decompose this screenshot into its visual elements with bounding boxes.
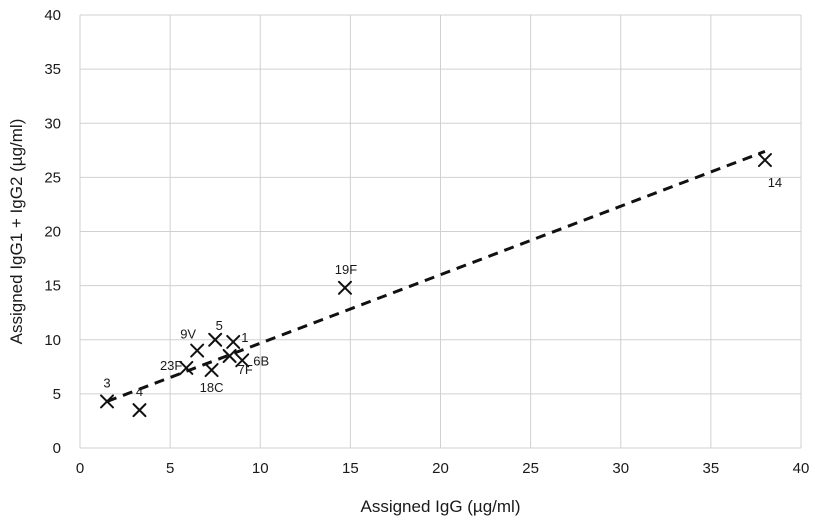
trendline-layer	[106, 149, 766, 403]
data-point-label: 5	[216, 318, 223, 333]
x-tick-label: 5	[166, 460, 174, 477]
y-tick-label: 10	[44, 332, 61, 349]
y-tick-label: 25	[44, 169, 61, 186]
y-axis-title: Assigned IgG1 + IgG2 (µg/ml)	[7, 119, 26, 345]
y-tick-label: 5	[53, 386, 61, 403]
x-tick-label: 10	[252, 460, 269, 477]
x-tick-label: 20	[432, 460, 449, 477]
x-tick-label: 0	[76, 460, 84, 477]
data-point-marker	[190, 343, 205, 358]
data-point-marker	[179, 360, 194, 375]
data-point-label: 9V	[180, 327, 196, 342]
x-tick-label: 40	[793, 460, 810, 477]
y-tick-label: 35	[44, 61, 61, 78]
data-point-marker	[222, 348, 237, 363]
y-tick-label: 30	[44, 115, 61, 132]
data-point-label: 19F	[335, 262, 357, 277]
data-point-marker	[235, 353, 250, 368]
y-tick-label: 20	[44, 224, 61, 241]
data-point-labels: 3 4 23F 9V 18C 5 7F 1 6B 19F 14	[103, 175, 782, 399]
x-tick-label: 35	[703, 460, 720, 477]
x-tick-label: 30	[612, 460, 629, 477]
data-point-label: 1	[241, 330, 248, 345]
data-point-label: 6B	[253, 353, 269, 368]
data-point-label: 14	[768, 175, 782, 190]
data-point-marker	[208, 332, 223, 347]
x-tick-label: 15	[342, 460, 359, 477]
data-point-marker	[132, 403, 147, 418]
x-tick-label: 25	[522, 460, 539, 477]
y-tick-label: 15	[44, 278, 61, 295]
data-point-marker	[226, 334, 241, 349]
data-point-label: 3	[103, 375, 110, 390]
x-axis-title: Assigned IgG (µg/ml)	[360, 497, 520, 516]
grid	[79, 14, 802, 449]
data-points	[100, 153, 772, 418]
data-point-label: 18C	[200, 380, 224, 395]
data-point-marker	[337, 280, 352, 295]
y-tick-label: 40	[44, 7, 61, 24]
data-point-marker	[204, 363, 219, 378]
data-point-marker	[100, 394, 115, 409]
data-point-label: 7F	[238, 362, 253, 377]
trendline	[106, 149, 766, 403]
data-point-label: 23F	[160, 358, 182, 373]
data-point-label: 4	[136, 384, 143, 399]
data-point-marker	[757, 153, 772, 168]
y-tick-label: 0	[53, 440, 61, 457]
